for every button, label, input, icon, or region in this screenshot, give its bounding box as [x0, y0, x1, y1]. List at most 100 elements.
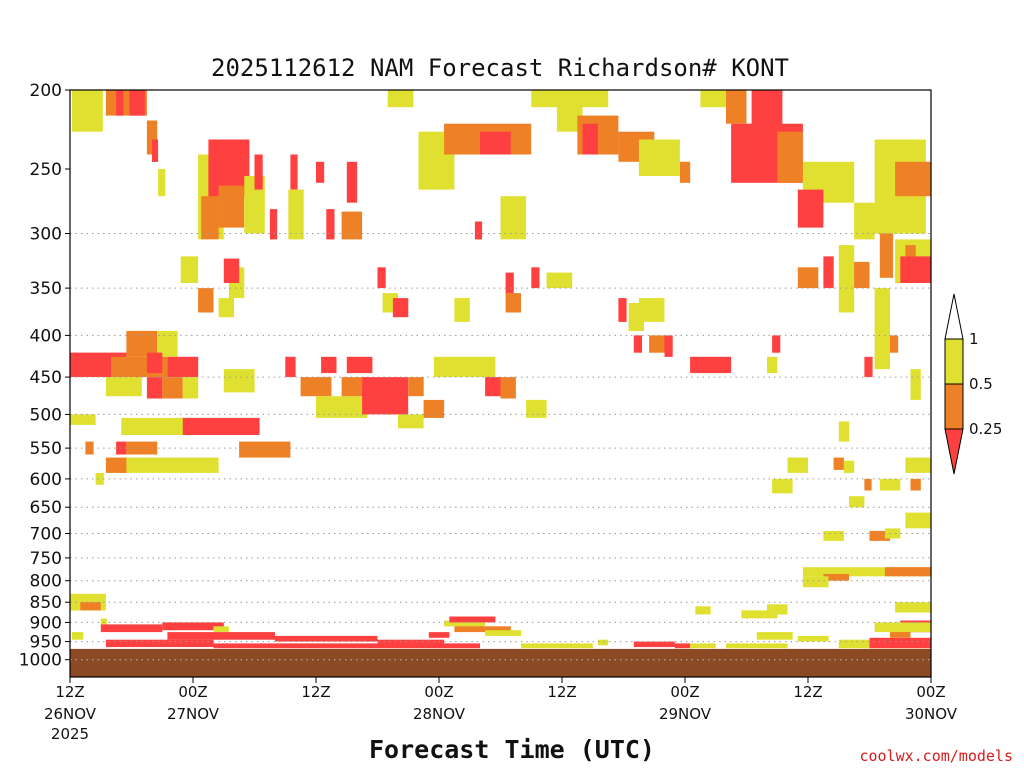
ri-cell — [116, 457, 219, 473]
ri-cell — [129, 90, 145, 116]
ri-cell — [182, 377, 199, 399]
ri-cell — [521, 643, 593, 649]
ri-cell — [649, 335, 665, 353]
ri-cell — [833, 457, 844, 470]
ri-cell — [772, 335, 781, 353]
ri-cell — [321, 356, 337, 374]
ri-cell — [72, 90, 103, 132]
ri-cell — [454, 626, 511, 633]
ri-cell — [823, 530, 844, 541]
ri-cell — [300, 377, 332, 397]
ri-cell — [269, 209, 278, 240]
ri-cell — [377, 639, 445, 646]
y-tick-label: 350 — [30, 279, 62, 299]
ri-cell — [931, 400, 937, 418]
ri-cell — [146, 120, 158, 155]
ri-cell — [905, 245, 916, 268]
ri-cell — [690, 643, 716, 649]
gridlines — [70, 233, 931, 661]
colorbar-segment — [944, 383, 964, 430]
ri-cell — [387, 90, 414, 108]
plot-frame — [69, 89, 932, 678]
ri-cell — [146, 352, 163, 374]
ri-cell — [674, 643, 691, 649]
ri-cell — [869, 530, 890, 541]
ri-cell — [890, 630, 911, 638]
ri-cell — [377, 267, 386, 289]
ri-cell — [890, 335, 899, 353]
colorbar-bottom-arrow — [944, 428, 964, 475]
x-axis: 12Z 26NOV 2025 00Z 27NOV 12Z 00Z 28NOV 12Z 00Z 29N… — [44, 677, 958, 743]
x-tick-label: 00Z — [670, 683, 699, 701]
ri-cell — [690, 356, 732, 374]
ri-cell — [823, 256, 834, 289]
ri-cell — [787, 457, 808, 473]
ri-cell — [408, 377, 424, 397]
x-tick-label: 29NOV — [659, 705, 712, 723]
colorbar-label: 0.25 — [969, 420, 1002, 438]
y-tick-label: 250 — [30, 160, 62, 180]
ri-cell — [346, 356, 373, 374]
ri-cell — [423, 399, 445, 418]
ri-cell — [285, 356, 296, 377]
ri-cell — [162, 622, 224, 631]
ri-cell — [879, 233, 894, 278]
ri-cell — [767, 604, 788, 615]
colorbar-label: 1 — [969, 330, 979, 348]
ri-cell — [618, 298, 627, 322]
ri-cell — [505, 272, 514, 294]
ri-cell — [100, 624, 163, 633]
ri-cell — [582, 123, 598, 155]
ri-cell — [838, 245, 855, 313]
y-tick-label: 550 — [30, 439, 62, 459]
ri-cell — [864, 356, 873, 377]
ri-cell — [777, 131, 803, 183]
ri-cell — [80, 602, 101, 611]
chart-title: 2025112612 NAM Forecast Richardson# KONT — [211, 54, 789, 82]
ri-cell — [854, 261, 870, 289]
x-tick-label: 12Z — [793, 683, 822, 701]
ri-cell — [500, 377, 516, 399]
x-tick-label: 28NOV — [413, 705, 466, 723]
ri-cell — [664, 335, 673, 357]
ri-cell — [480, 131, 511, 155]
ri-cell — [398, 414, 424, 429]
ri-cell — [116, 441, 127, 455]
ri-cell — [854, 202, 875, 240]
x-tick-label: 30NOV — [905, 705, 958, 723]
y-tick-label: 450 — [30, 368, 62, 388]
colorbar-label: 0.5 — [969, 375, 993, 393]
ri-cell — [849, 496, 865, 508]
y-axis: 200 250 300 350 400 450 500 550 600 650 700 750 8008… — [19, 81, 70, 671]
ri-cell — [290, 154, 298, 190]
ri-cell — [198, 288, 214, 313]
y-tick-label: 800 — [30, 572, 62, 592]
ri-cell — [167, 632, 275, 640]
ri-cell — [121, 417, 183, 435]
y-tick-label: 950 — [30, 633, 62, 653]
ri-cell — [879, 478, 901, 491]
ri-cell — [454, 298, 470, 322]
y-tick-label: 900 — [30, 613, 62, 633]
ri-cell — [843, 460, 855, 473]
ri-cell — [526, 399, 547, 418]
x-tick-label: 12Z — [55, 683, 84, 701]
ri-cell — [180, 256, 199, 283]
ri-cell — [341, 211, 363, 240]
ri-cell — [695, 606, 711, 615]
ri-cell — [100, 618, 107, 625]
ri-cell — [218, 185, 245, 228]
ri-cell — [905, 512, 931, 529]
ri-cell — [105, 457, 127, 473]
ri-cell — [316, 396, 368, 418]
ri-cell — [910, 369, 921, 400]
ri-cell — [201, 196, 219, 240]
ri-cell — [638, 298, 665, 322]
ri-cell — [869, 637, 931, 649]
ri-cell — [679, 161, 691, 183]
ri-cell — [341, 377, 368, 397]
x-axis-label: Forecast Time (UTC) — [369, 735, 655, 764]
ri-cell — [874, 288, 890, 370]
ri-cell — [700, 90, 726, 108]
y-tick-label: 700 — [30, 525, 62, 545]
